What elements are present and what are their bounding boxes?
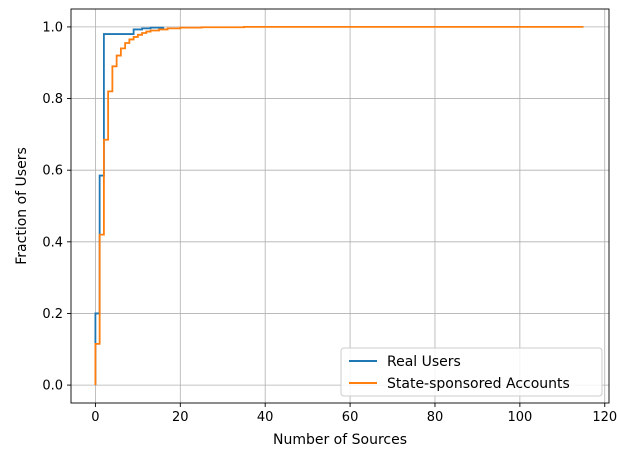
legend-label-state-sponsored: State-sponsored Accounts <box>387 376 570 392</box>
x-tick-label: 20 <box>172 410 189 425</box>
y-tick-label: 1.0 <box>42 20 63 35</box>
y-tick-label: 0.6 <box>42 164 63 179</box>
legend-label-real-users: Real Users <box>387 354 461 370</box>
x-axis-label: Number of Sources <box>273 432 407 448</box>
axis-ticks: 0 20 40 60 80 100 120 0.0 0.2 0.4 0.6 0.8 1.0 <box>42 20 617 425</box>
x-tick-label: 100 <box>507 410 532 425</box>
y-tick-label: 0.8 <box>42 92 63 107</box>
grid-lines <box>71 9 609 403</box>
y-tick-label: 0.2 <box>42 307 63 322</box>
x-tick-label: 120 <box>592 410 617 425</box>
series-lines <box>94 26 584 386</box>
legend: Real Users State-sponsored Accounts <box>340 347 603 397</box>
legend-box <box>340 347 603 397</box>
x-tick-label: 60 <box>342 410 359 425</box>
series-line-state-sponsored <box>94 26 584 386</box>
x-tick-label: 40 <box>257 410 274 425</box>
y-tick-label: 0.0 <box>42 379 63 394</box>
y-axis-label: Fraction of Users <box>14 147 30 264</box>
x-tick-label: 80 <box>427 410 444 425</box>
y-tick-label: 0.4 <box>42 235 63 250</box>
plot-frame <box>70 8 610 404</box>
x-tick-label: 0 <box>91 410 99 425</box>
